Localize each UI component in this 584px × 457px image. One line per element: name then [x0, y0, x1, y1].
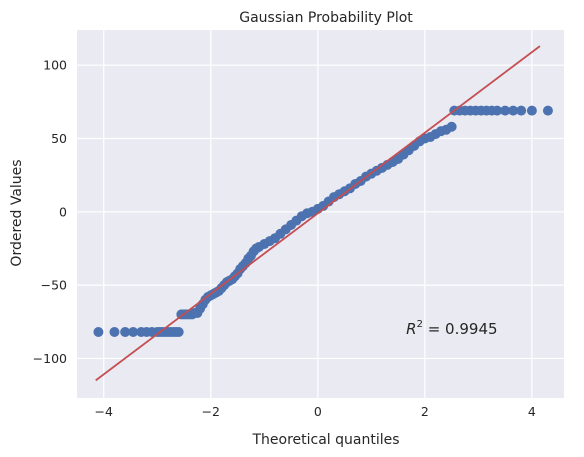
- x-tick-label: 4: [528, 404, 536, 419]
- x-tick-label: 2: [421, 404, 429, 419]
- plot-area: [77, 30, 564, 398]
- data-point: [446, 121, 457, 132]
- x-tick-label: −2: [202, 404, 220, 419]
- y-tick-label: 0: [59, 204, 67, 219]
- data-point: [492, 105, 503, 116]
- data-point: [128, 327, 139, 338]
- r-squared-base: R: [406, 320, 416, 338]
- x-tick-label: −4: [95, 404, 113, 419]
- data-point: [542, 105, 553, 116]
- r-squared-exponent: 2: [417, 319, 423, 330]
- r-squared-annotation: R2 = 0.9945: [406, 319, 497, 338]
- data-point: [93, 327, 104, 338]
- y-tick-label: −100: [33, 351, 67, 366]
- data-point: [173, 327, 184, 338]
- y-tick-label: 100: [43, 58, 67, 73]
- y-axis-label: Ordered Values: [9, 159, 25, 266]
- y-tick-label: −50: [41, 278, 67, 293]
- data-point: [526, 105, 537, 116]
- chart-title: Gaussian Probability Plot: [239, 10, 413, 26]
- x-tick-label: 0: [314, 404, 322, 419]
- data-point: [109, 327, 120, 338]
- x-tick-labels: −4 −2 0 2 4: [95, 404, 536, 419]
- data-point: [500, 105, 511, 116]
- data-point: [120, 327, 131, 338]
- y-tick-labels: −100 −50 0 50 100: [33, 58, 67, 366]
- r-squared-value: = 0.9945: [423, 320, 498, 338]
- fit-line: [95, 45, 541, 382]
- data-point: [516, 105, 527, 116]
- x-axis-label: Theoretical quantiles: [251, 432, 399, 448]
- data-point: [508, 105, 519, 116]
- y-tick-label: 50: [51, 131, 67, 146]
- grid-lines: [77, 30, 564, 398]
